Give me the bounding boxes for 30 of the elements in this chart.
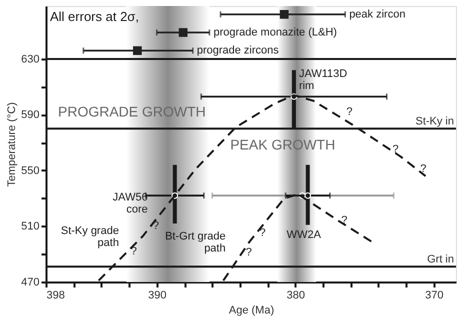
y-tick-label: 550 (21, 164, 40, 177)
y-tick-label: 590 (21, 109, 40, 122)
annotation: peak zircon (349, 8, 406, 20)
annotation: ? (260, 227, 266, 240)
ref-line-label: Grt in (427, 254, 454, 266)
annotation: ? (346, 106, 353, 118)
y-tick-label: 630 (21, 53, 40, 66)
annotation: WW2A (286, 228, 322, 241)
annotation: ? (392, 144, 399, 156)
annotation: ? (130, 245, 137, 258)
annotation: ? (246, 246, 252, 259)
annotation: ? (152, 220, 160, 232)
x-axis-title: Age (Ma) (228, 304, 274, 316)
y-tick-label: 510 (21, 220, 40, 233)
annotation: ? (341, 214, 348, 227)
x-tick-label: 390 (148, 290, 166, 302)
ref-line-label: St-Ky in (415, 116, 454, 128)
annotation: JAW56 core (112, 192, 148, 216)
x-tick-label: 380 (286, 290, 306, 302)
annotation: ? (420, 163, 426, 176)
x-tick-label: 370 (425, 290, 444, 302)
series-label: St-Ky grade path (60, 225, 119, 249)
series-label: Bt-Grt grade path (165, 230, 226, 255)
annotation: All errors at 2σ, (50, 9, 139, 24)
annotation: JAW113D rim (298, 68, 348, 92)
y-tick-label: 470 (21, 276, 40, 288)
annotation: prograde monazite (L&H) (213, 26, 337, 38)
y-axis-title: Temperature (°C) (6, 102, 18, 187)
x-tick-label: 398 (46, 290, 65, 302)
annotation: prograde zircons (196, 44, 280, 57)
